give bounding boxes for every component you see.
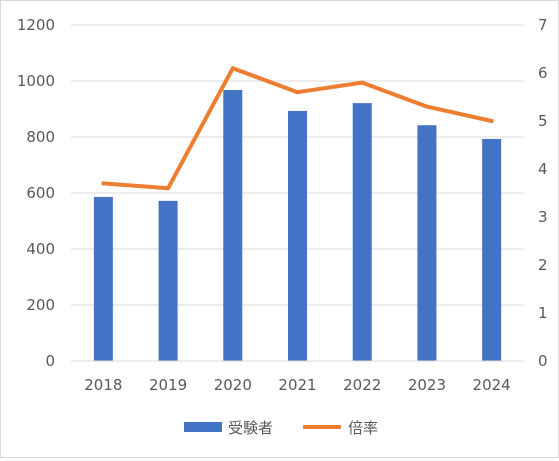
right-axis-ticks: 0 1 2 3 4 5 6 7 [538, 16, 548, 370]
bar-2021[interactable] [288, 110, 307, 362]
line-series [101, 66, 494, 191]
right-tick-label: 6 [538, 64, 548, 82]
right-tick-label: 0 [538, 352, 548, 370]
right-tick-label: 1 [538, 304, 548, 322]
left-tick-label: 1200 [17, 16, 55, 34]
line-point-2020[interactable] [230, 66, 235, 71]
legend-item-bar[interactable]: 受験者 [184, 419, 273, 437]
line-point-2022[interactable] [360, 80, 365, 85]
bar-2020[interactable] [223, 89, 243, 362]
left-axis-ticks: 0 200 400 600 800 1000 1200 [17, 16, 55, 370]
bar-2018[interactable] [93, 196, 113, 361]
left-tick-label: 800 [26, 128, 55, 146]
left-tick-label: 600 [26, 184, 55, 202]
line-point-2018[interactable] [101, 181, 106, 186]
line-point-2023[interactable] [424, 104, 429, 109]
left-tick-label: 400 [26, 240, 55, 258]
left-tick-label: 0 [45, 352, 55, 370]
bar-2019[interactable] [158, 200, 178, 361]
bar-series [93, 89, 502, 362]
right-tick-label: 2 [538, 256, 548, 274]
x-axis-ticks: 2018 2019 2020 2021 2022 2023 2024 [84, 376, 510, 394]
bar-2022[interactable] [352, 103, 372, 362]
right-tick-label: 7 [538, 16, 548, 34]
legend-bar-label: 受験者 [228, 419, 273, 437]
line-point-2021[interactable] [295, 90, 300, 95]
line-point-2024[interactable] [489, 119, 494, 123]
legend: 受験者 倍率 [184, 419, 378, 437]
x-tick-label: 2020 [214, 376, 252, 394]
bar-2024[interactable] [482, 138, 502, 361]
right-tick-label: 3 [538, 208, 548, 226]
x-tick-label: 2019 [149, 376, 187, 394]
legend-line-label: 倍率 [348, 419, 378, 437]
x-tick-label: 2021 [278, 376, 316, 394]
line-point-2019[interactable] [166, 186, 171, 191]
x-tick-label: 2018 [84, 376, 122, 394]
bar-2023[interactable] [417, 125, 437, 362]
left-tick-label: 1000 [17, 72, 55, 90]
right-tick-label: 5 [538, 112, 548, 130]
left-tick-label: 200 [26, 296, 55, 314]
x-tick-label: 2022 [343, 376, 381, 394]
legend-bar-swatch [184, 422, 222, 432]
x-tick-label: 2023 [408, 376, 446, 394]
legend-item-line[interactable]: 倍率 [303, 419, 378, 437]
right-tick-label: 4 [538, 160, 548, 178]
x-tick-label: 2024 [473, 376, 511, 394]
